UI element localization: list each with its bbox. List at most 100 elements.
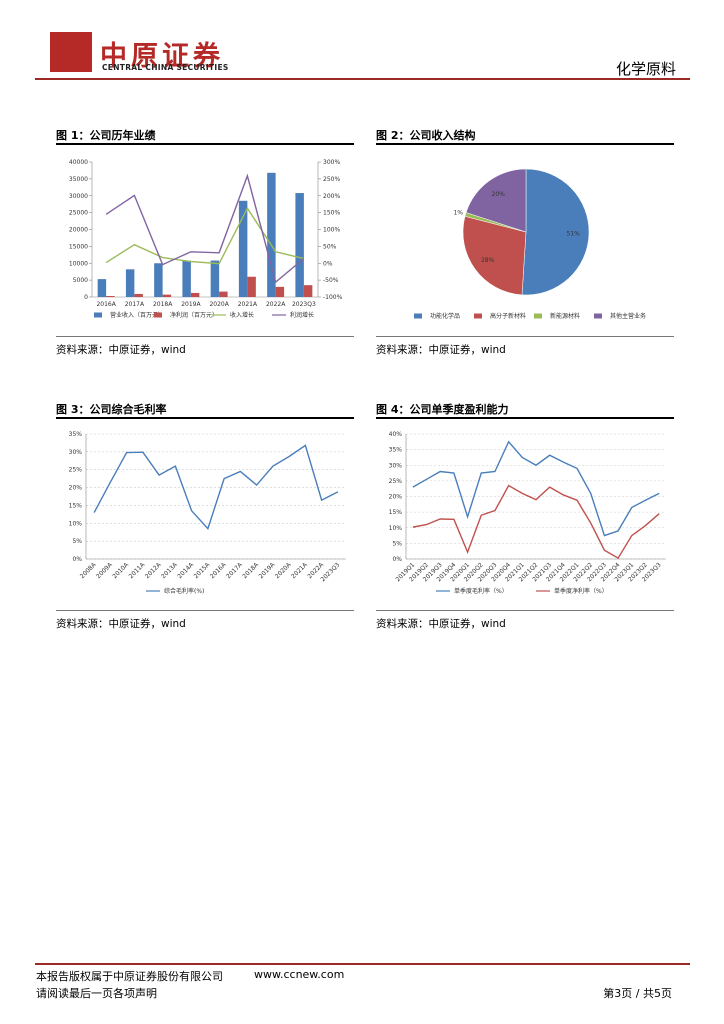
y-tick-label: -50% <box>323 277 339 284</box>
y-tick-label: 20000 <box>69 227 88 234</box>
y-tick-label: 40% <box>389 431 403 438</box>
y-tick-label: 30% <box>389 462 403 469</box>
bar <box>303 285 313 297</box>
data-label: 1% <box>453 209 463 216</box>
y-tick-label: 0 <box>84 294 88 301</box>
x-tick-label: 2021A <box>290 561 309 580</box>
y-tick-label: 35000 <box>69 176 88 183</box>
x-tick-label: 2017A <box>225 561 244 580</box>
x-tick-label: 2019A <box>258 561 277 580</box>
bar <box>182 260 191 297</box>
legend-label: 高分子新材料 <box>490 312 526 320</box>
x-tick-label: 2008A <box>79 561 98 580</box>
brand-en: CENTRAL CHINA SECURITIES <box>102 63 229 72</box>
y-tick-label: 25% <box>69 467 83 474</box>
x-tick-label: 2017A <box>125 301 145 308</box>
legend-label: 其他主营业务 <box>610 312 646 320</box>
source: 资料来源：中原证券，wind <box>376 610 674 631</box>
bar <box>190 292 200 297</box>
y-tick-label: 250% <box>323 176 340 183</box>
legend-label: 收入增长 <box>230 311 254 319</box>
x-tick-label: 2013A <box>160 561 179 580</box>
bar <box>106 295 115 297</box>
website: www.ccnew.com <box>254 968 345 981</box>
bar <box>295 193 304 297</box>
y-tick-label: 0% <box>72 556 82 563</box>
legend-label: 净利润（百万元） <box>170 311 218 319</box>
y-tick-label: 35% <box>389 447 403 454</box>
legend-label: 利润增长 <box>290 311 314 319</box>
y-tick-label: 20% <box>389 494 403 501</box>
y-tick-label: 25% <box>389 478 403 485</box>
y-tick-label: 30000 <box>69 193 88 200</box>
y-tick-label: 10000 <box>69 260 88 267</box>
line-series <box>93 444 339 531</box>
line-series <box>105 206 305 265</box>
bar <box>238 200 248 297</box>
y-tick-label: 30% <box>69 449 83 456</box>
y-tick-label: 20% <box>69 485 83 492</box>
legend-label: 功能化学品 <box>430 312 460 320</box>
bar <box>219 291 228 297</box>
y-tick-label: 15% <box>69 502 83 509</box>
logo-icon <box>50 32 92 72</box>
copyright: 本报告版权属于中原证券股份有限公司 <box>36 970 223 983</box>
header-rule <box>35 78 690 80</box>
chart: 0 5000 10000 15000 20000 25000 30000 35000 40000… <box>69 159 343 319</box>
pie-slice <box>465 168 527 233</box>
notice: 请阅读最后一页各项声明 <box>36 987 157 1000</box>
pie-slice <box>521 168 590 296</box>
y-tick-label: 300% <box>323 159 340 166</box>
y-tick-label: 5000 <box>73 277 88 284</box>
legend-label: 营业收入（百万元） <box>110 311 164 319</box>
line-series <box>412 484 660 560</box>
y-tick-label: -100% <box>323 294 343 301</box>
legend-swatch <box>534 313 542 319</box>
legend-label: 新能源材料 <box>550 312 580 320</box>
y-tick-label: 10% <box>69 520 83 527</box>
y-tick-label: 15% <box>389 509 403 516</box>
legend-label: 单季度净利率（%） <box>554 587 608 595</box>
y-tick-label: 0% <box>323 260 333 267</box>
chart: 0%5%10%15%20%25%30%35%40%2019Q12019Q2201… <box>389 431 666 595</box>
footer-rule <box>35 963 690 965</box>
chart: 0%5%10%15%20%25%30%35%2008A2009A2010A201… <box>69 431 346 595</box>
x-tick-label: 2018A <box>153 301 173 308</box>
page-number: 第3页 / 共5页 <box>603 987 672 1000</box>
bar <box>275 286 285 297</box>
bar <box>267 172 276 297</box>
bar <box>125 269 135 297</box>
legend-label: 综合毛利率(%) <box>164 587 204 595</box>
x-tick-label: 2019A <box>181 301 201 308</box>
figure-title: 图 4：公司单季度盈利能力 <box>376 401 674 419</box>
pie-slice <box>462 216 527 296</box>
bar <box>162 294 172 297</box>
x-tick-label: 2020A <box>209 301 229 308</box>
data-label: 28% <box>481 257 495 264</box>
y-tick-label: 40000 <box>69 159 88 166</box>
x-tick-label: 2016A <box>96 301 116 308</box>
y-tick-label: 15000 <box>69 243 88 250</box>
legend-swatch <box>414 313 422 319</box>
x-tick-label: 2011A <box>128 561 147 580</box>
source: 资料来源：中原证券，wind <box>376 336 674 357</box>
y-tick-label: 5% <box>392 540 402 547</box>
legend-swatch <box>94 312 102 318</box>
x-tick-label: 2023Q3 <box>292 301 316 308</box>
y-tick-label: 5% <box>72 538 82 545</box>
data-label: 51% <box>567 230 581 237</box>
chart: 51% 28% 1% 20% 功能化学品 高分子新材料 新能源材料 其他主营业务 <box>414 168 646 320</box>
x-tick-label: 2020A <box>274 561 293 580</box>
figure-title: 图 2：公司收入结构 <box>376 127 674 145</box>
x-tick-label: 2014A <box>176 561 195 580</box>
source: 资料来源：中原证券，wind <box>56 336 354 357</box>
x-tick-label: 2010A <box>111 561 130 580</box>
legend-label: 单季度毛利率（%） <box>454 587 508 595</box>
x-tick-label: 2022A <box>266 301 286 308</box>
x-tick-label: 2021A <box>238 301 258 308</box>
line-series <box>105 173 305 284</box>
x-tick-label: 2009A <box>95 561 114 580</box>
legend-swatch <box>594 313 602 319</box>
y-tick-label: 200% <box>323 193 340 200</box>
